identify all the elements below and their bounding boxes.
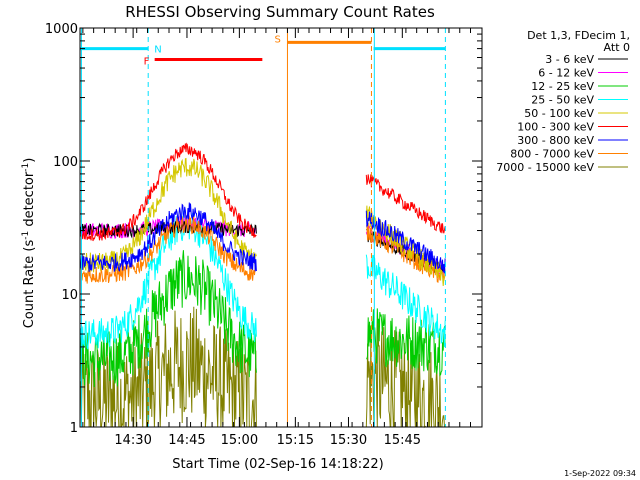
- flag-layer: NNFS: [80, 28, 446, 427]
- y-axis-label-mid: detector: [22, 171, 37, 231]
- x-tick-label-2: 15:00: [221, 433, 258, 448]
- legend-label-4: 50 - 100 keV: [524, 107, 594, 120]
- legend-label-1: 6 - 12 keV: [538, 67, 594, 80]
- chart-title: RHESSI Observing Summary Count Rates: [125, 3, 435, 21]
- flag-label-0: N: [154, 45, 161, 56]
- series-line-2: [80, 250, 446, 388]
- legend-label-7: 800 - 7000 keV: [510, 148, 594, 161]
- legend-label-0: 3 - 6 keV: [545, 53, 594, 66]
- legend-label-2: 12 - 25 keV: [531, 80, 594, 93]
- legend-label-6: 300 - 800 keV: [517, 134, 594, 147]
- series-line-5: [80, 142, 446, 242]
- legend-label-3: 25 - 50 keV: [531, 94, 594, 107]
- x-tick-label-1: 14:45: [168, 433, 205, 448]
- y-axis-label-sup2: -1: [21, 163, 31, 172]
- y-tick-label-3: 1000: [45, 22, 78, 37]
- x-tick-label-5: 15:45: [384, 433, 421, 448]
- plot-frame: [79, 27, 483, 428]
- legend-header-line2: Att 0: [604, 41, 630, 54]
- flag-label-3: S: [274, 34, 280, 45]
- y-tick-label-1: 10: [61, 288, 78, 303]
- axes-layer: 1 10 100 1000 14:30 14:45 15:00 15:15 15:30 15:45: [45, 22, 483, 448]
- y-tick-label-0: 1: [70, 421, 78, 436]
- svg-text:Count Rate (s-1 detector-1): Count Rate (s-1 detector-1): [21, 158, 37, 329]
- series-line-6: [80, 202, 446, 274]
- y-axis-label: Count Rate (s-1 detector-1): [21, 158, 37, 329]
- legend-label-5: 100 - 300 keV: [517, 121, 594, 134]
- y-axis-label-main: Count Rate (s: [22, 240, 37, 329]
- x-tick-label-4: 15:30: [330, 433, 367, 448]
- series-line-3: [80, 210, 446, 350]
- y-axis-label-end: ): [22, 158, 37, 163]
- y-axis-label-sup1: -1: [21, 231, 31, 240]
- x-axis-label: Start Time (02-Sep-16 14:18:22): [172, 457, 383, 472]
- plot-area: [80, 142, 446, 429]
- x-tick-label-3: 15:15: [277, 433, 314, 448]
- legend-header-line1: Det 1,3, FDecim 1,: [527, 29, 630, 42]
- x-tick-label-0: 14:30: [114, 433, 151, 448]
- flag-label-2: F: [144, 56, 150, 67]
- timestamp: 1-Sep-2022 09:34: [564, 469, 636, 478]
- y-tick-label-2: 100: [53, 155, 78, 170]
- legend-label-8: 7000 - 15000 keV: [496, 161, 594, 174]
